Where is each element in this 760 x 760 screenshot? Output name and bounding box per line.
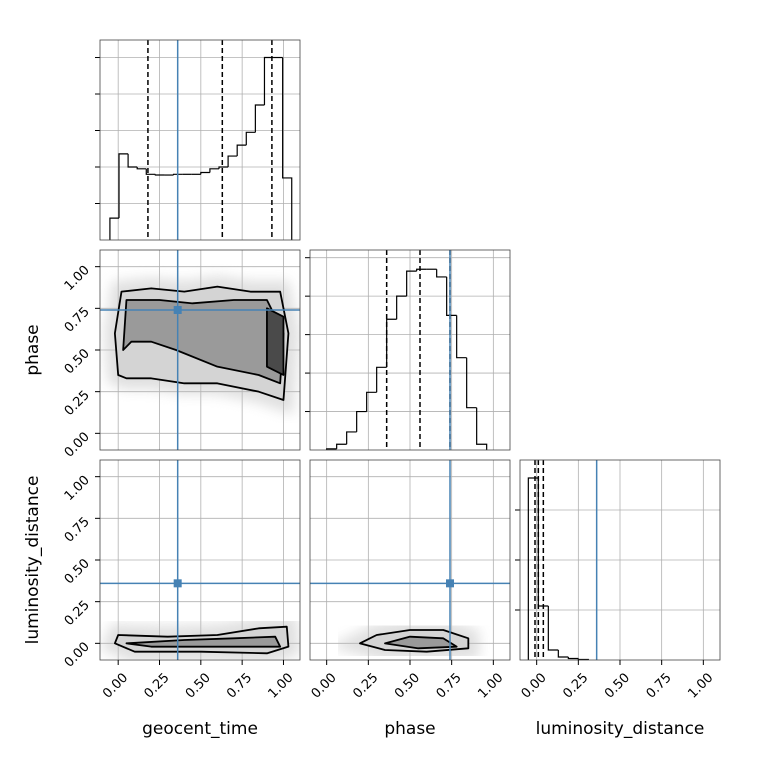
y-tick-label: 0.00: [62, 430, 93, 461]
histogram-step: [336, 443, 347, 449]
histogram-step: [386, 318, 397, 368]
x-tick-label: 0.00: [309, 670, 340, 701]
y-tick-label: 1.00: [62, 473, 93, 504]
histogram-step: [567, 657, 579, 660]
histogram-step: [118, 153, 129, 219]
y-axis-label: phase: [23, 324, 43, 375]
x-axis-label: geocent_time: [142, 719, 258, 739]
histogram-step: [282, 57, 293, 240]
histogram-step: [376, 366, 387, 393]
y-tick-label: 0.50: [62, 346, 93, 377]
histogram-step: [476, 407, 488, 450]
contour: [125, 635, 282, 648]
histogram-step: [154, 174, 165, 176]
contour-group: [103, 275, 300, 415]
y-tick-label: 0.00: [62, 640, 93, 671]
y-tick-label: 0.50: [62, 556, 93, 587]
x-tick-label: 1.00: [685, 670, 716, 701]
histogram-step: [236, 144, 247, 157]
contour-group: [100, 615, 300, 660]
histogram-step: [366, 391, 377, 412]
truth-marker: [446, 579, 454, 588]
histogram-step: [172, 173, 183, 176]
x-axis-label: phase: [384, 719, 435, 739]
x-tick-label: 0.75: [644, 670, 675, 701]
histogram-step: [406, 270, 417, 297]
y-tick-label: 0.75: [62, 305, 93, 336]
pair-panel: [309, 459, 511, 661]
x-tick-label: 0.25: [350, 670, 381, 701]
histogram-step: [245, 131, 256, 146]
histogram-step: [254, 104, 265, 133]
panel-frame: [309, 249, 511, 451]
x-tick-label: 0.25: [560, 670, 591, 701]
histogram-panel: [95, 39, 301, 241]
histogram-step: [200, 171, 210, 175]
truth-marker: [173, 306, 182, 314]
histogram-step: [218, 166, 229, 169]
x-tick-label: 0.00: [519, 670, 550, 701]
x-tick-label: 1.00: [475, 670, 506, 701]
histogram-step: [396, 295, 407, 320]
x-tick-label: 0.75: [224, 670, 255, 701]
histogram-step: [446, 276, 457, 316]
truth-marker: [173, 579, 182, 588]
x-axis-label: luminosity_distance: [536, 719, 705, 739]
histogram-panel: [515, 459, 721, 661]
x-tick-label: 1.00: [265, 670, 296, 701]
y-tick-label: 0.25: [62, 388, 93, 419]
histogram-step: [263, 56, 274, 105]
histogram-step: [547, 606, 559, 651]
histogram-step: [466, 357, 477, 409]
pair-panel: [99, 459, 301, 661]
contour: [266, 307, 285, 376]
histogram-step: [416, 268, 427, 272]
histogram-step: [145, 168, 156, 175]
x-tick-label: 0.75: [434, 670, 465, 701]
contour-group: [329, 619, 480, 660]
x-tick-label: 0.50: [183, 670, 214, 701]
histogram-step: [136, 167, 147, 170]
histogram-step: [209, 168, 220, 173]
x-tick-label: 0.00: [100, 670, 131, 701]
y-tick-label: 1.00: [62, 263, 93, 294]
histogram-step: [346, 431, 357, 445]
histogram-step: [557, 650, 569, 658]
histogram-panel: [305, 249, 511, 451]
histogram-step: [436, 269, 447, 278]
x-tick-label: 0.50: [602, 670, 633, 701]
pair-panel: [99, 249, 301, 451]
panel-frame: [99, 39, 301, 241]
y-tick-label: 0.75: [62, 515, 93, 546]
x-tick-label: 0.25: [141, 670, 172, 701]
histogram-step: [356, 410, 367, 432]
histogram-step: [127, 153, 138, 168]
y-tick-label: 0.25: [62, 598, 93, 629]
histogram-step: [109, 217, 120, 240]
y-axis-label: luminosity_distance: [23, 476, 43, 645]
histogram-step: [456, 315, 467, 359]
x-tick-label: 0.50: [392, 670, 423, 701]
histogram-step: [227, 155, 238, 168]
